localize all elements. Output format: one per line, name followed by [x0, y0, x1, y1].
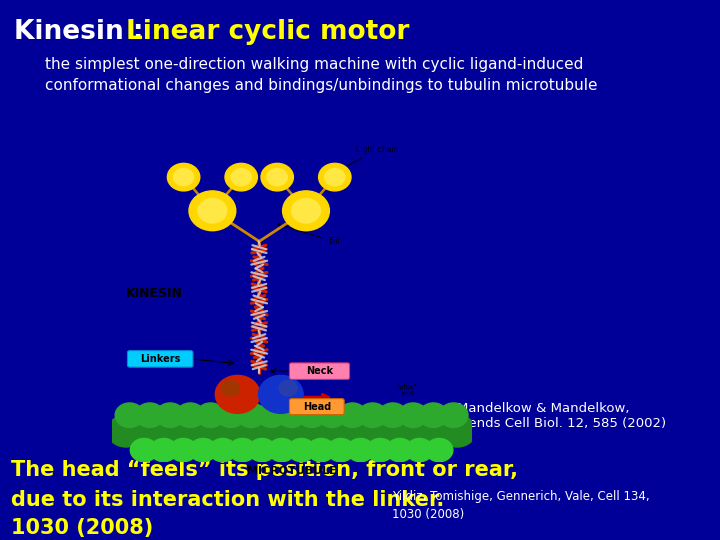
- Circle shape: [224, 415, 261, 447]
- Circle shape: [217, 403, 246, 428]
- Circle shape: [277, 403, 306, 428]
- Circle shape: [288, 438, 315, 462]
- Circle shape: [222, 381, 239, 396]
- Circle shape: [167, 163, 199, 191]
- Circle shape: [297, 403, 326, 428]
- Circle shape: [419, 403, 448, 428]
- Circle shape: [248, 438, 276, 462]
- Circle shape: [185, 415, 222, 447]
- Text: Linkers: Linkers: [140, 354, 181, 364]
- Circle shape: [146, 415, 184, 447]
- Circle shape: [439, 403, 468, 428]
- Circle shape: [130, 438, 158, 462]
- Circle shape: [225, 163, 258, 191]
- Circle shape: [196, 403, 225, 428]
- Circle shape: [231, 168, 251, 186]
- Circle shape: [327, 438, 354, 462]
- Circle shape: [426, 438, 453, 462]
- Circle shape: [283, 415, 320, 447]
- Text: Linear cyclic motor: Linear cyclic motor: [126, 19, 410, 45]
- Circle shape: [406, 438, 433, 462]
- Circle shape: [127, 415, 164, 447]
- Circle shape: [215, 375, 260, 413]
- Circle shape: [319, 163, 351, 191]
- Text: MICROTUBULE: MICROTUBULE: [247, 467, 336, 476]
- Circle shape: [380, 415, 418, 447]
- Text: KINESIN: KINESIN: [127, 287, 183, 300]
- Circle shape: [263, 415, 300, 447]
- Circle shape: [366, 438, 394, 462]
- Circle shape: [204, 415, 242, 447]
- Circle shape: [361, 415, 398, 447]
- Circle shape: [379, 403, 408, 428]
- Circle shape: [292, 199, 320, 223]
- Circle shape: [400, 415, 437, 447]
- Circle shape: [419, 415, 456, 447]
- Text: the simplest one-direction walking machine with cyclic ligand-induced: the simplest one-direction walking machi…: [45, 57, 583, 72]
- Circle shape: [189, 438, 217, 462]
- FancyBboxPatch shape: [289, 399, 344, 415]
- Circle shape: [243, 415, 281, 447]
- Circle shape: [386, 438, 413, 462]
- Circle shape: [322, 415, 359, 447]
- Circle shape: [135, 403, 164, 428]
- Circle shape: [283, 191, 329, 231]
- Text: "plus"
end: "plus" end: [397, 384, 417, 397]
- Text: due to its interaction with the linker.: due to its interaction with the linker.: [11, 490, 444, 510]
- Circle shape: [170, 438, 197, 462]
- Text: Head: Head: [302, 402, 331, 411]
- Text: Kinesin :: Kinesin :: [14, 19, 153, 45]
- Circle shape: [150, 438, 177, 462]
- Circle shape: [325, 168, 345, 186]
- Circle shape: [318, 403, 346, 428]
- Text: Yildiz, Tomishige, Gennerich, Vale, Cell 134,: Yildiz, Tomishige, Gennerich, Vale, Cell…: [392, 490, 650, 503]
- Text: Tail: Tail: [277, 224, 341, 246]
- Text: Neck: Neck: [306, 366, 333, 376]
- FancyBboxPatch shape: [127, 350, 193, 367]
- Circle shape: [359, 403, 387, 428]
- Circle shape: [399, 403, 428, 428]
- Circle shape: [341, 415, 379, 447]
- Circle shape: [198, 199, 227, 223]
- Text: 1030 (2008): 1030 (2008): [11, 518, 153, 538]
- Circle shape: [115, 403, 144, 428]
- Text: Mandelkow & Mandelkow,
Trends Cell Biol. 12, 585 (2002): Mandelkow & Mandelkow, Trends Cell Biol.…: [457, 402, 666, 430]
- Circle shape: [302, 415, 340, 447]
- FancyBboxPatch shape: [289, 363, 350, 380]
- Circle shape: [229, 438, 256, 462]
- Circle shape: [257, 403, 286, 428]
- Text: 1030 (2008): 1030 (2008): [392, 508, 464, 521]
- Circle shape: [189, 191, 236, 231]
- Circle shape: [268, 438, 295, 462]
- Circle shape: [237, 403, 266, 428]
- Circle shape: [279, 381, 297, 396]
- Circle shape: [209, 438, 236, 462]
- Text: conformational changes and bindings/unbindings to tubulin microtubule: conformational changes and bindings/unbi…: [45, 78, 597, 93]
- Circle shape: [166, 415, 203, 447]
- Circle shape: [338, 403, 366, 428]
- Circle shape: [107, 415, 145, 447]
- Text: The head “feels” its position, front or rear,: The head “feels” its position, front or …: [11, 460, 518, 480]
- Circle shape: [258, 375, 303, 413]
- Circle shape: [261, 163, 294, 191]
- Circle shape: [176, 403, 204, 428]
- Circle shape: [347, 438, 374, 462]
- Circle shape: [156, 403, 184, 428]
- Circle shape: [267, 168, 287, 186]
- Circle shape: [307, 438, 335, 462]
- Circle shape: [438, 415, 476, 447]
- Text: Light chain: Light chain: [324, 145, 399, 178]
- Circle shape: [174, 168, 194, 186]
